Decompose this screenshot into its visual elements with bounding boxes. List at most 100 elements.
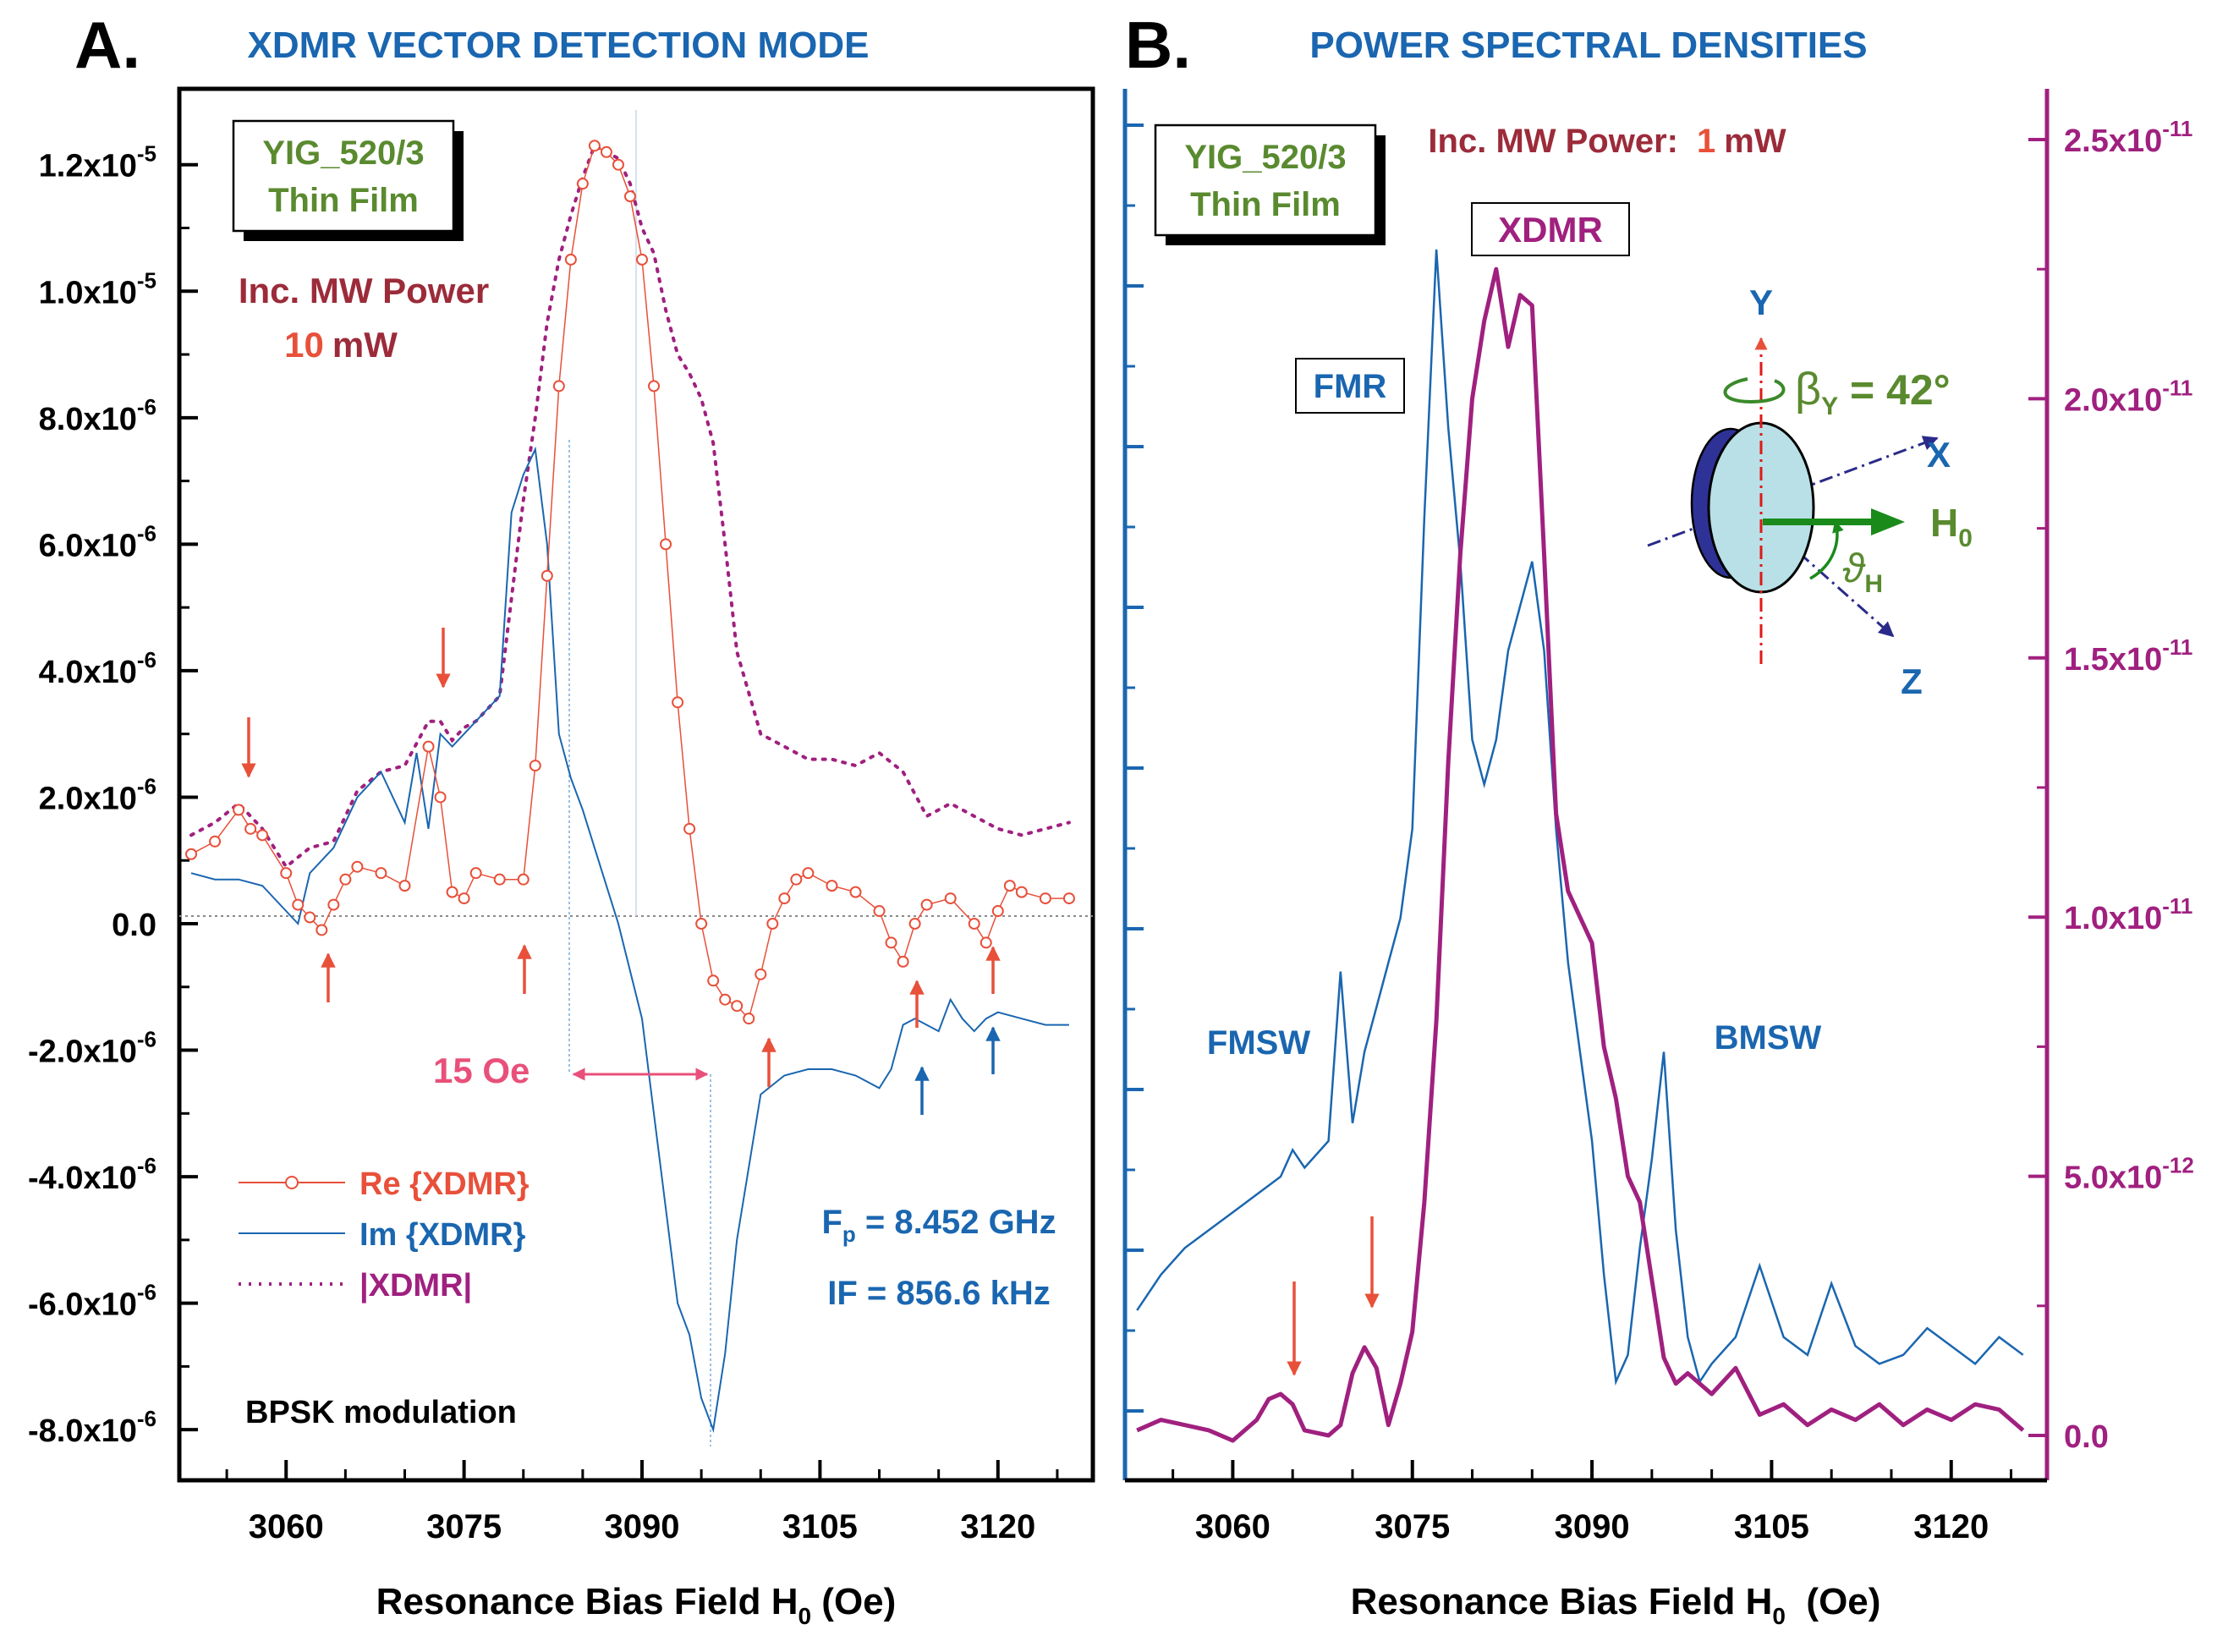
re-data-point xyxy=(991,905,1004,918)
re-data-point xyxy=(719,993,732,1006)
x-tick-label: 3090 xyxy=(1555,1508,1630,1545)
h0-label: H0 xyxy=(1930,501,1973,552)
panel-b-x-axis-title: Resonance Bias Field H0 (Oe) xyxy=(1351,1581,1881,1629)
y-tick-label: 2.0x10-6 xyxy=(39,773,156,816)
panel-b-sample-type: Thin Film xyxy=(1190,186,1341,223)
re-data-point xyxy=(316,924,328,936)
panel-b-fmr-label-box: FMR xyxy=(1295,358,1405,414)
re-data-point xyxy=(256,829,269,842)
y-tick-label: 8.0x10-6 xyxy=(39,394,156,437)
re-data-point xyxy=(873,905,886,918)
panel-a-power-line: 10 mW xyxy=(284,325,398,365)
right-tick-label: 0.0 xyxy=(2064,1419,2109,1455)
re-data-point xyxy=(695,918,708,930)
series-line-im xyxy=(190,446,1069,1434)
panel-b-left-ticks xyxy=(1125,123,1144,1413)
sample-orientation-diagram: Y X Z H0 βY = 42° ϑH xyxy=(1647,283,1973,701)
theta-angle-arc xyxy=(1809,520,1844,580)
x-tick-label: 3090 xyxy=(605,1508,680,1545)
re-data-point xyxy=(351,860,364,873)
re-data-point xyxy=(564,253,577,266)
panel-a-sample-box: YIG_520/3 Thin Film xyxy=(232,119,464,241)
y-tick-label: 4.0x10-6 xyxy=(39,647,156,690)
panel-b-title: POWER SPECTRAL DENSITIES xyxy=(1309,25,1867,66)
series-line-fmr xyxy=(1136,249,2024,1386)
beta-rotation-icon xyxy=(1723,377,1786,404)
re-data-point xyxy=(683,822,696,835)
re-data-point xyxy=(244,822,257,835)
theta-label: ϑH xyxy=(1842,546,1883,598)
re-data-point xyxy=(766,918,779,930)
re-data-point xyxy=(648,380,661,392)
panel-b-sample-name: YIG_520/3 xyxy=(1184,139,1346,176)
re-data-point xyxy=(458,892,470,905)
re-data-point xyxy=(576,178,589,190)
panel-a-sample-type: Thin Film xyxy=(268,182,419,219)
re-data-point xyxy=(968,918,980,930)
panel-b-fmsw-label: FMSW xyxy=(1207,1024,1310,1062)
beta-label: βY = 42° xyxy=(1795,364,1951,420)
re-data-point xyxy=(209,835,222,848)
panel-a-pump-frequency: Fp = 8.452 GHz xyxy=(821,1204,1056,1247)
re-data-point xyxy=(375,867,387,880)
right-tick-label: 1.5x10-11 xyxy=(2064,634,2192,678)
x-tick-label: 3105 xyxy=(1734,1508,1809,1545)
re-data-point xyxy=(920,898,933,911)
y-tick-label: -4.0x10-6 xyxy=(28,1153,156,1196)
panel-a-letter: A. xyxy=(74,8,140,82)
re-data-point xyxy=(908,918,921,930)
re-data-point xyxy=(790,873,803,886)
re-data-point xyxy=(588,140,601,152)
re-data-point xyxy=(1062,892,1075,905)
re-data-point xyxy=(743,1013,755,1025)
panel-b-power-label: Inc. MW Power: xyxy=(1428,123,1678,160)
re-data-point xyxy=(398,880,411,892)
right-tick-label: 2.0x10-11 xyxy=(2064,375,2192,418)
y-tick-label: -6.0x10-6 xyxy=(28,1280,156,1323)
re-data-point xyxy=(885,936,897,949)
panel-a-series xyxy=(185,140,1075,1434)
y-tick-label: 1.2x10-5 xyxy=(39,141,156,184)
panel-b-fmr-label: FMR xyxy=(1314,368,1387,405)
panel-b-bmsw-label: BMSW xyxy=(1715,1019,1822,1057)
x-tick-label: 3060 xyxy=(1195,1508,1270,1545)
panel-b-right-axis-ticks: 2.5x10-11 2.0x10-11 1.5x10-11 1.0x10-11 5.0x… xyxy=(2028,116,2194,1455)
right-tick-label: 2.5x10-11 xyxy=(2064,116,2192,159)
panel-a-x-axis-title: Resonance Bias Field H0 (Oe) xyxy=(376,1581,897,1629)
y-tick-label: 6.0x10-6 xyxy=(39,520,156,563)
panel-a-power-value: 10 xyxy=(284,325,324,365)
h0-arrowhead-icon xyxy=(1871,508,1905,535)
panel-a: A. XDMR VECTOR DETECTION MODE 1.2x10-51.… xyxy=(28,8,1095,1629)
re-data-point xyxy=(327,898,340,911)
re-data-point xyxy=(280,867,293,880)
re-data-point xyxy=(707,974,720,987)
panel-a-y-axis: 1.2x10-5 1.0x10-5 8.0x10-6 6.0x10-6 4.0x10-6… xyxy=(28,141,198,1449)
legend-item-abs: |XDMR| xyxy=(239,1268,472,1303)
x-tick-label: 3075 xyxy=(426,1508,502,1545)
panel-b-x-axis: 3060 3075 3090 3105 3120 xyxy=(1172,1460,2013,1545)
panel-b-letter: B. xyxy=(1125,8,1191,82)
y-tick-label: 0.0 xyxy=(112,908,156,943)
re-data-point xyxy=(469,867,482,880)
x-tick-label: 3120 xyxy=(1913,1508,1989,1545)
re-data-point xyxy=(517,873,530,886)
y-tick-label: -8.0x10-6 xyxy=(28,1406,156,1449)
panel-b-sample-box: YIG_520/3 Thin Film xyxy=(1154,123,1386,245)
re-data-point xyxy=(541,569,553,582)
x-tick-label: 3075 xyxy=(1375,1508,1450,1545)
re-data-point xyxy=(849,886,862,898)
re-data-point xyxy=(660,538,672,551)
x-tick-label: 3060 xyxy=(249,1508,324,1545)
panel-b-power-value: 1 xyxy=(1697,123,1715,160)
x-axis-label: X xyxy=(1927,435,1951,475)
legend-item-re: Re {XDMR} xyxy=(239,1166,530,1202)
re-data-point xyxy=(731,1000,744,1013)
panel-a-title: XDMR VECTOR DETECTION MODE xyxy=(247,25,869,66)
x-tick-label: 3105 xyxy=(782,1508,858,1545)
re-data-point xyxy=(600,145,612,158)
z-axis-label: Z xyxy=(1901,661,1923,701)
panel-a-intermediate-frequency: IF = 856.6 kHz xyxy=(827,1275,1050,1312)
re-data-point xyxy=(1003,880,1016,892)
re-data-point xyxy=(826,880,838,892)
panel-a-width-label: 15 Oe xyxy=(433,1051,530,1090)
